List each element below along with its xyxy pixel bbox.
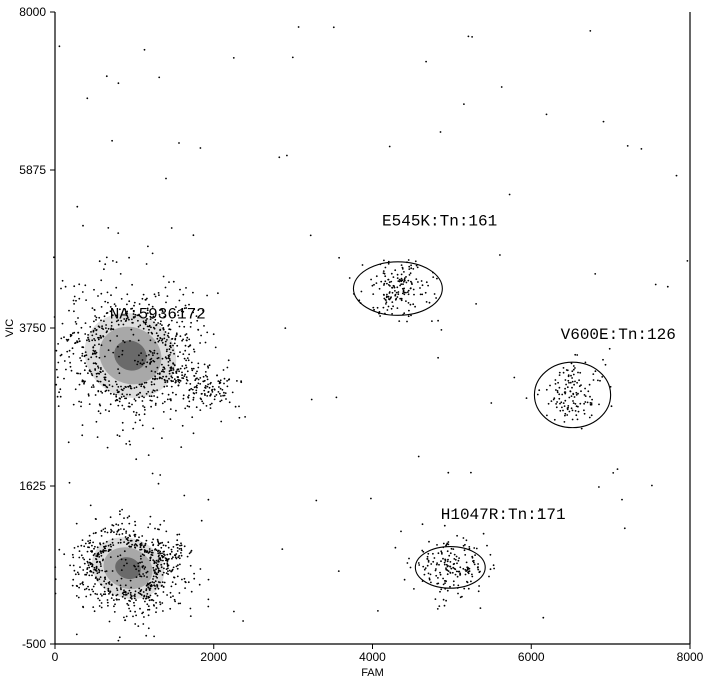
xtick-label: 4000	[359, 650, 386, 664]
ytick-label: -500	[22, 637, 46, 651]
xtick-label: 2000	[200, 650, 227, 664]
x-axis-label: FAM	[361, 667, 384, 679]
ytick-label: 5875	[19, 163, 46, 177]
scatter-svg: NA:5936172 E545K:Tn:161 V600E:Tn:126 H1047R…	[0, 0, 705, 689]
gate-ellipse-E545K	[353, 262, 442, 316]
ytick-label: 3750	[19, 321, 46, 335]
xtick-label: 6000	[518, 650, 545, 664]
cluster-label-H1047R: H1047R:Tn:171	[441, 506, 566, 524]
cluster-label-V600E: V600E:Tn:126	[561, 326, 676, 344]
y-axis-label: VIC	[4, 319, 16, 337]
cluster-label-NA: NA:5936172	[110, 305, 206, 323]
xtick-label: 0	[52, 650, 59, 664]
cluster-label-E545K: E545K:Tn:161	[382, 212, 497, 230]
scatter-plot: NA:5936172 E545K:Tn:161 V600E:Tn:126 H1047R…	[0, 0, 705, 689]
xtick-label: 8000	[677, 650, 704, 664]
ytick-label: 8000	[19, 5, 46, 19]
ytick-label: 1625	[19, 479, 46, 493]
